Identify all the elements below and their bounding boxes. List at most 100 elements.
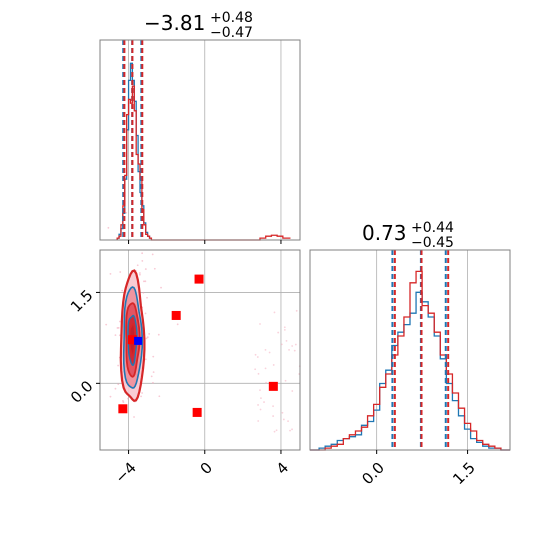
red-square-marker (118, 404, 128, 414)
scatter-point (273, 430, 276, 433)
panel-title-sup: +0.44 (411, 220, 454, 236)
scatter-point (259, 323, 261, 325)
scatter-point (254, 368, 257, 371)
scatter-point (283, 328, 286, 331)
scatter-point (281, 411, 284, 414)
scatter-point (264, 349, 267, 351)
scatter-point (118, 320, 121, 323)
scatter-point (138, 273, 141, 276)
scatter-point (176, 323, 179, 326)
scatter-point (127, 397, 129, 400)
scatter-point (109, 395, 112, 398)
scatter-point (153, 267, 156, 270)
scatter-point (114, 334, 117, 337)
scatter-point (291, 345, 294, 347)
panel-frame (99, 39, 301, 241)
red-histogram-line (310, 270, 510, 451)
scatter-point (260, 397, 262, 400)
scatter-point (280, 343, 283, 346)
x-tick-marks (128, 240, 282, 244)
scatter-point (257, 420, 260, 422)
scatter-point (117, 364, 120, 367)
scatter-point (283, 326, 286, 329)
scatter-point (150, 375, 153, 378)
square-markers (118, 274, 278, 417)
scatter-point (291, 390, 294, 392)
scatter-point (152, 355, 155, 358)
panel-title-main: −3.81 (144, 11, 205, 35)
scatter-point (254, 353, 257, 356)
scatter-point (272, 405, 274, 408)
scatter-point (275, 429, 278, 432)
scatter-point (116, 327, 119, 329)
scatter-point (136, 264, 139, 267)
scatter-point (138, 272, 141, 274)
scatter-point (273, 311, 276, 314)
scatter-point (268, 351, 271, 354)
scatter-point (146, 296, 148, 299)
scatter-point (117, 383, 120, 386)
scatter-point (144, 312, 147, 315)
scatter-point (144, 280, 147, 283)
grid-lines (376, 250, 468, 450)
scatter-point (265, 381, 267, 384)
scatter-point (289, 429, 291, 432)
scatter-point (257, 404, 259, 406)
scatter-point (114, 387, 117, 390)
scatter-point (141, 252, 144, 255)
scatter-point (121, 289, 124, 292)
scatter-point (263, 401, 265, 403)
scatter-point (119, 271, 122, 273)
scatter-point (152, 371, 155, 374)
scatter-point (288, 349, 290, 351)
scatter-point (282, 418, 285, 421)
scatter-point (143, 280, 145, 283)
scatter-point (122, 401, 125, 404)
scatter-point (287, 420, 289, 423)
scatter-point (105, 323, 108, 326)
scatter-point (285, 339, 288, 342)
scatter-point (151, 253, 154, 256)
panel-title-sup: +0.48 (210, 10, 253, 26)
grid-lines (128, 40, 282, 240)
scatter-point (294, 343, 297, 346)
scatter-point (142, 291, 145, 294)
scatter-point (148, 333, 151, 335)
panel-frame (309, 249, 511, 451)
panel-title-sub: −0.45 (411, 235, 454, 251)
scatter-point (146, 336, 149, 339)
tick-marks (96, 291, 282, 454)
scatter-point (144, 358, 147, 361)
scatter-point (293, 349, 296, 352)
blue-square-marker (134, 336, 143, 345)
scatter-point (272, 364, 275, 366)
histogram-panel-y: 0.0 1.5 0.73 +0.44 −0.45 (309, 220, 511, 488)
scatter-point (264, 367, 267, 370)
red-square-marker (192, 407, 202, 417)
x-tick-marks (376, 450, 469, 454)
scatter-point (144, 268, 147, 270)
scatter-point (277, 331, 280, 334)
scatter-point (295, 309, 298, 312)
scatter-point (160, 286, 162, 289)
histogram-bars (310, 270, 510, 451)
red-square-marker (171, 310, 181, 320)
scatter-point (141, 260, 144, 262)
scatter-point (145, 337, 148, 340)
scatter-point (256, 356, 259, 358)
histogram-panel-x: −3.81 +0.48 −0.47 (99, 10, 301, 244)
scatter-point (158, 395, 161, 398)
quantile-lines (391, 250, 450, 450)
red-square-marker (127, 335, 137, 345)
scatter-point (157, 333, 160, 336)
panel-title-sub: −0.47 (210, 25, 253, 41)
scatter-point (109, 272, 112, 275)
scatter-point (259, 408, 262, 411)
scatter-point (133, 416, 135, 418)
scatter-point (284, 379, 287, 382)
quantile-lines (122, 40, 144, 240)
scatter-point (291, 428, 293, 431)
red-square-marker (194, 274, 204, 284)
